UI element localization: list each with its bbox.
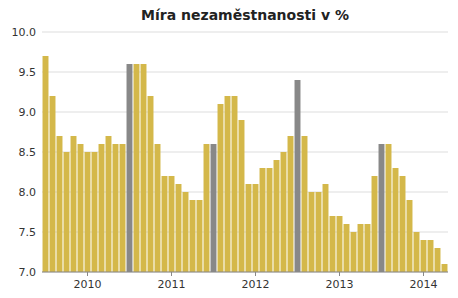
x-axis-line <box>42 272 448 273</box>
bar <box>113 144 119 272</box>
bar <box>281 152 287 272</box>
y-tick-label: 7.0 <box>19 266 37 279</box>
grid-line <box>42 32 448 33</box>
bar <box>379 144 385 272</box>
bar <box>92 152 98 272</box>
bar <box>162 176 168 272</box>
bar <box>64 152 70 272</box>
bar <box>421 240 427 272</box>
bar <box>372 176 378 272</box>
bar <box>358 224 364 272</box>
bar <box>393 168 399 272</box>
bar <box>407 200 413 272</box>
y-tick-label: 7.5 <box>19 226 37 239</box>
bar <box>344 224 350 272</box>
title: Míra nezaměstnanosti v % <box>141 7 349 23</box>
grid-line <box>42 72 448 73</box>
bar <box>400 176 406 272</box>
bar <box>274 160 280 272</box>
grid <box>42 32 448 272</box>
bar <box>120 144 126 272</box>
bar <box>71 136 77 272</box>
x-tick-label: 2014 <box>410 278 438 291</box>
bar <box>316 192 322 272</box>
bar <box>351 232 357 272</box>
x-tick <box>339 272 340 276</box>
bar <box>50 96 56 272</box>
bar <box>176 184 182 272</box>
bar <box>246 184 252 272</box>
bar <box>232 96 238 272</box>
bar <box>386 144 392 272</box>
x-tick-label: 2012 <box>242 278 270 291</box>
bar <box>435 248 441 272</box>
chart-container: Míra nezaměstnanosti v % 7.0 7.5 8.0 8.5 9.0 9… <box>0 0 458 298</box>
bar <box>253 184 259 272</box>
x-tick-label: 2013 <box>326 278 354 291</box>
bar <box>288 136 294 272</box>
bar <box>211 144 217 272</box>
bar <box>323 184 329 272</box>
y-tick-label: 8.5 <box>19 146 37 159</box>
x-tick <box>87 272 88 276</box>
bar <box>442 264 448 272</box>
bar <box>99 144 105 272</box>
y-tick-label: 10.0 <box>12 26 37 39</box>
bar <box>134 64 140 272</box>
bar <box>337 216 343 272</box>
bar <box>127 64 133 272</box>
grid-line <box>42 112 448 113</box>
bars <box>43 56 448 272</box>
chart: Míra nezaměstnanosti v % 7.0 7.5 8.0 8.5 9.0 9… <box>0 0 458 298</box>
bar <box>190 200 196 272</box>
bar <box>197 200 203 272</box>
x-tick <box>171 272 172 276</box>
grid-line <box>42 272 448 273</box>
bar <box>183 192 189 272</box>
bar <box>43 56 49 272</box>
bar <box>239 120 245 272</box>
bar <box>295 80 301 272</box>
bar <box>169 176 175 272</box>
bar <box>141 64 147 272</box>
bar <box>428 240 434 272</box>
bar <box>414 232 420 272</box>
bar <box>365 224 371 272</box>
x-tick <box>423 272 424 276</box>
x-tick-label: 2010 <box>74 278 102 291</box>
x-tick-label: 2011 <box>158 278 186 291</box>
bar <box>330 216 336 272</box>
bar <box>204 144 210 272</box>
bar <box>225 96 231 272</box>
bar <box>85 152 91 272</box>
bar <box>57 136 63 272</box>
bar <box>78 144 84 272</box>
bar <box>148 96 154 272</box>
y-tick-label: 9.0 <box>19 106 37 119</box>
bar <box>155 144 161 272</box>
y-tick-label: 9.5 <box>19 66 37 79</box>
bar <box>260 168 266 272</box>
bar <box>267 168 273 272</box>
bar <box>302 136 308 272</box>
bar <box>106 136 112 272</box>
bar <box>218 104 224 272</box>
bar <box>309 192 315 272</box>
y-tick-label: 8.0 <box>19 186 37 199</box>
x-tick <box>255 272 256 276</box>
